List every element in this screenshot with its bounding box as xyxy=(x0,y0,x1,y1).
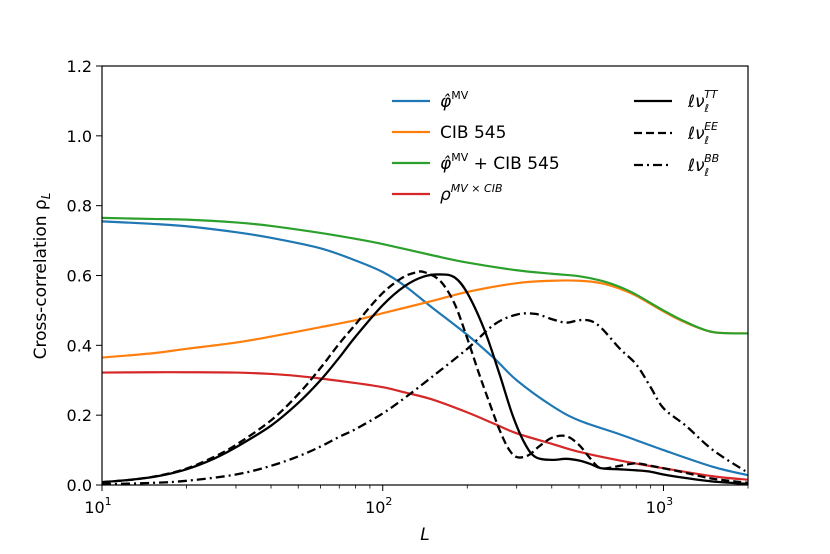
series-line-nu_bb xyxy=(102,312,748,485)
legend-item-combined: φ̂MV + CIB 545 xyxy=(392,151,560,174)
legend-label: ℓνℓTT xyxy=(687,88,719,115)
x-tick-label: 103 xyxy=(646,495,673,517)
series-line-nu_ee xyxy=(102,270,748,485)
legend-label: ℓνℓEE xyxy=(687,120,718,147)
y-axis: 0.0 0.2 0.4 0.6 0.8 1.0 1.2 xyxy=(67,57,102,495)
x-axis-title: L xyxy=(420,525,429,545)
legend-left: φ̂MV CIB 545 φ̂MV + CIB 545 ρMV × CIB xyxy=(392,89,560,205)
legend-right: ℓνℓTT ℓνℓEE ℓνℓBB xyxy=(634,88,719,179)
legend-label: ℓνℓBB xyxy=(687,152,719,179)
y-axis-title-subscript: L xyxy=(39,193,53,200)
legend-item-nu_bb: ℓνℓBB xyxy=(634,152,719,179)
legend-item-phi_mv: φ̂MV xyxy=(392,89,469,112)
legend-label: ρMV × CIB xyxy=(440,182,503,205)
x-tick-label: 102 xyxy=(365,495,392,517)
x-tick-label: 101 xyxy=(84,495,111,517)
legend-item-nu_tt: ℓνℓTT xyxy=(634,88,719,115)
legend-label: φ̂MV + CIB 545 xyxy=(440,151,560,174)
legend-item-rho_cross: ρMV × CIB xyxy=(392,182,503,205)
y-tick-label: 1.2 xyxy=(67,57,92,76)
series-line-cib545 xyxy=(102,279,748,359)
plot-lines xyxy=(102,216,748,485)
legend-label: CIB 545 xyxy=(440,123,506,143)
y-tick-label: 0.6 xyxy=(67,267,92,286)
series-line-combined xyxy=(102,216,748,335)
y-tick-label: 0.8 xyxy=(67,197,92,216)
legend-item-cib545: CIB 545 xyxy=(392,123,506,143)
y-axis-title: Cross-correlation ρL xyxy=(31,193,53,360)
y-tick-label: 0.4 xyxy=(67,336,92,355)
series-line-nu_tt xyxy=(102,273,748,485)
series-line-rho_cross xyxy=(102,371,748,481)
y-tick-label: 0.2 xyxy=(67,406,92,425)
y-tick-label: 0.0 xyxy=(67,476,92,495)
y-tick-label: 1.0 xyxy=(67,127,92,146)
series-line-phi_mv xyxy=(102,220,748,477)
legend-label: φ̂MV xyxy=(440,89,469,112)
x-axis: 101 102 103 xyxy=(84,485,749,517)
y-axis-title-main: Cross-correlation ρ xyxy=(31,199,51,359)
legend-item-nu_ee: ℓνℓEE xyxy=(634,120,718,147)
